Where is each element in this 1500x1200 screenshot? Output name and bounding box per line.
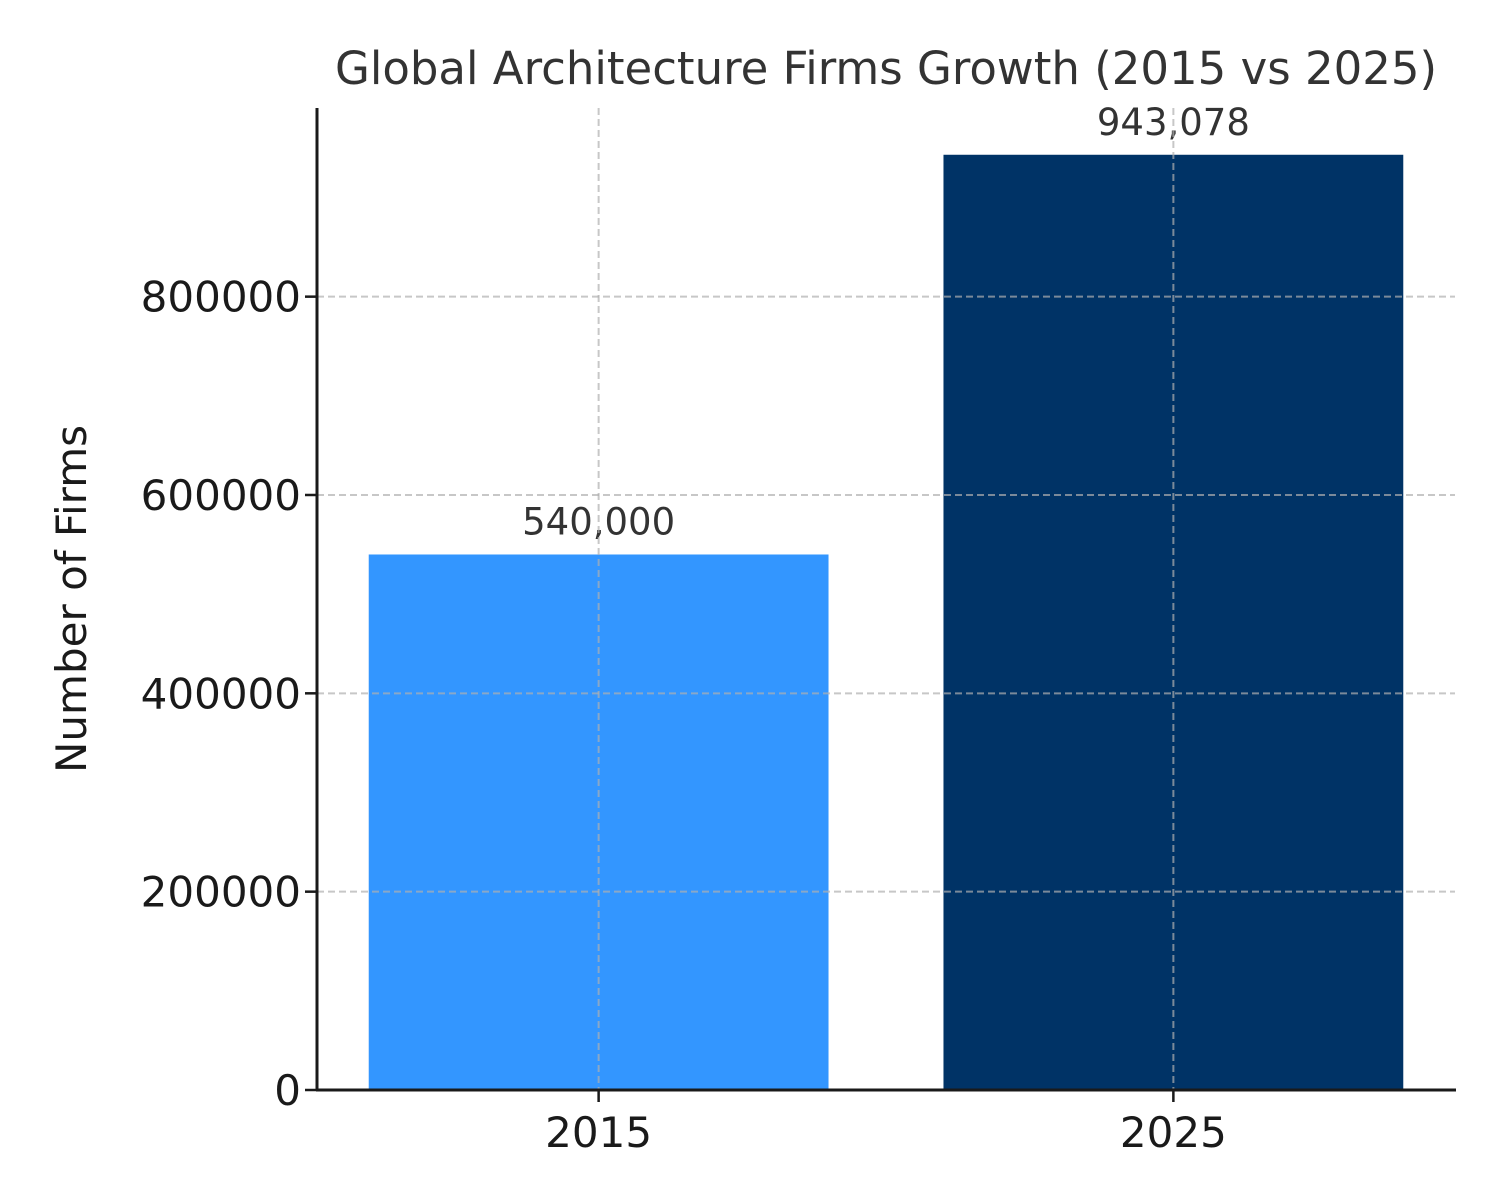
y-tick-label: 0 [274,1066,301,1115]
ticks: 2015 2025 0 200000 400000 600000 800000 [141,273,1227,1157]
y-axis-label: Number of Firms [47,425,96,773]
x-tick-label-2015: 2015 [545,1108,652,1157]
y-tick-label: 400000 [141,669,301,718]
y-tick-label: 600000 [141,471,301,520]
y-tick-label: 800000 [141,273,301,322]
chart-title: Global Architecture Firms Growth (2015 v… [335,42,1437,95]
x-tick-label-2025: 2025 [1120,1108,1227,1157]
bar-2015 [368,554,829,1090]
bars [368,154,1404,1091]
y-tick-label: 200000 [141,868,301,917]
